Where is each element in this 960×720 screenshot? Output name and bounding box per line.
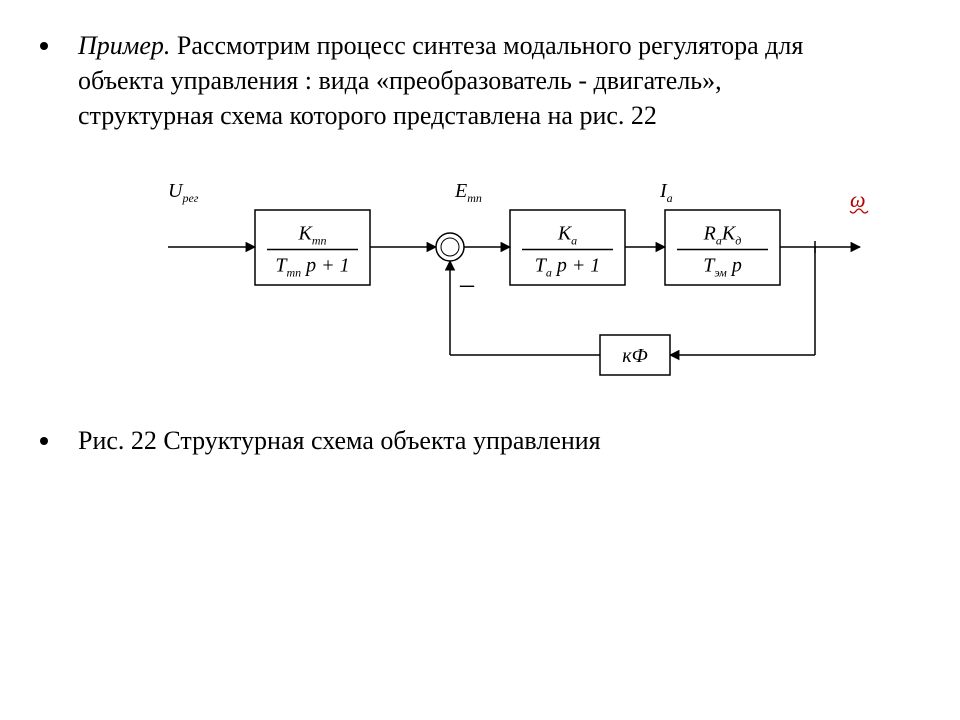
svg-text:Eтп: Eтп: [454, 180, 482, 205]
paragraph-example: Пример. Рассмотрим процесс синтеза модал…: [40, 28, 920, 133]
bullet-icon: [40, 437, 48, 445]
svg-text:кФ: кФ: [622, 345, 647, 367]
svg-text:Tа p + 1: Tа p + 1: [535, 255, 601, 280]
figure-caption: Рис. 22 Структурная схема объекта управл…: [78, 423, 601, 458]
paragraph-text: Пример. Рассмотрим процесс синтеза модал…: [78, 28, 848, 133]
bullet-icon: [40, 42, 48, 50]
svg-text:RаKд: RаKд: [703, 223, 742, 248]
block-diagram: Kтп Tтп p + 1 – Kа Tа p + 1 RаKд Tэм p кФ Uрег Eт…: [40, 155, 920, 405]
figure-caption-row: Рис. 22 Структурная схема объекта управл…: [40, 423, 920, 458]
svg-text:Kтп: Kтп: [297, 223, 326, 248]
body-rest: Рассмотрим процесс синтеза модального ре…: [78, 31, 803, 130]
svg-text:Tтп p + 1: Tтп p + 1: [275, 255, 349, 280]
svg-text:Uрег: Uрег: [168, 180, 199, 205]
svg-text:–: –: [459, 269, 475, 300]
svg-text:Kа: Kа: [557, 223, 577, 248]
svg-text:Tэм p: Tэм p: [703, 255, 742, 280]
svg-text:Iа: Iа: [659, 180, 673, 205]
lead-word: Пример.: [78, 31, 170, 60]
svg-text:ω: ω: [850, 187, 866, 212]
